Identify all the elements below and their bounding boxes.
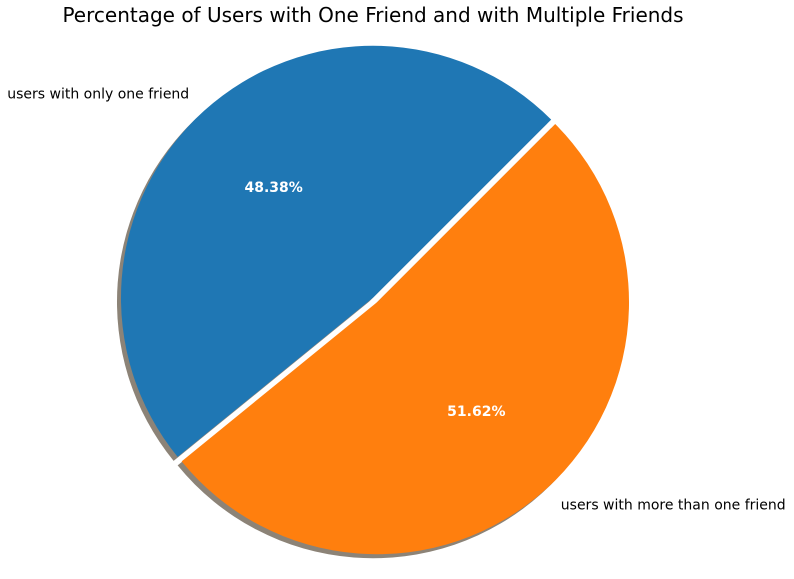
- pie-percent-label-0: 48.38%: [245, 180, 303, 196]
- pie-category-label-0: users with only one friend: [7, 86, 189, 102]
- pie-slice-0: [120, 45, 552, 457]
- pie-percent-label-1: 51.62%: [447, 404, 505, 420]
- pie-slice-1: [181, 124, 630, 555]
- pie-category-label-1: users with more than one friend: [561, 498, 786, 514]
- chart-title: Percentage of Users with One Friend and …: [62, 3, 683, 27]
- pie-labels: 48.38% users with only one friend 51.62% us…: [7, 86, 785, 513]
- pie-slices: [120, 45, 630, 555]
